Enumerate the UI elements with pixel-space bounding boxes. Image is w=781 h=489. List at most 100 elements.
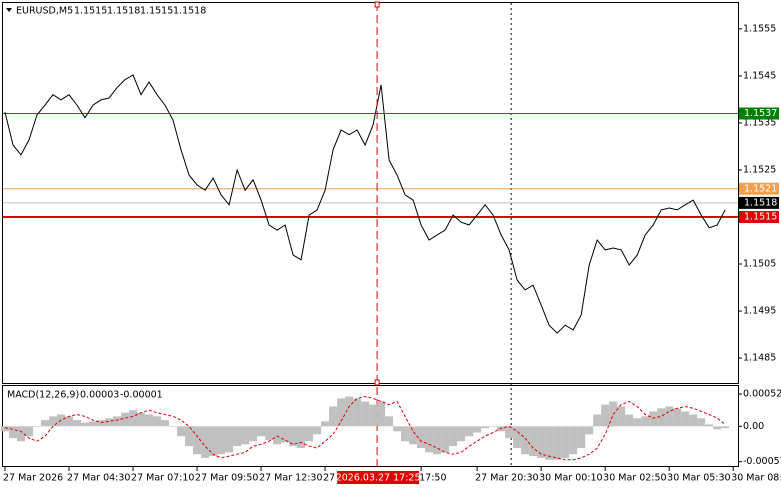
macd-bar xyxy=(633,418,642,427)
macd-bar xyxy=(201,426,210,458)
macd-bar xyxy=(137,412,146,427)
y-tick-label: -0.00057 xyxy=(743,456,781,467)
macd-bar xyxy=(81,422,90,427)
ohlc-value: 1.1515 xyxy=(140,6,173,17)
x-tick-label: 30 Mar 05:30 xyxy=(667,473,730,484)
macd-bar xyxy=(617,406,626,427)
menu-arrow[interactable] xyxy=(6,8,12,12)
x-tick-label: 27 Mar 20:30 xyxy=(475,473,538,484)
price-level-label: 1.1537 xyxy=(744,108,777,119)
macd-bar xyxy=(193,426,202,455)
macd-bar xyxy=(89,421,98,427)
macd-bar xyxy=(33,426,42,427)
x-tick-label: 27 Mar 07:10 xyxy=(131,473,194,484)
macd-bar xyxy=(513,426,522,449)
x-tick-label: 27 Mar 12:30 xyxy=(259,473,322,484)
macd-bar xyxy=(665,406,674,427)
ohlc-value: 1.1518 xyxy=(107,6,140,17)
macd-bar xyxy=(409,426,418,445)
crosshair-handle xyxy=(374,379,380,386)
macd-bar xyxy=(537,426,546,458)
macd-bar xyxy=(249,426,258,442)
macd-reading: 0.00003 xyxy=(80,390,119,401)
price-level-label: 1.1521 xyxy=(744,183,777,194)
macd-bar xyxy=(561,426,570,458)
macd-bar xyxy=(0,426,10,432)
macd-bar xyxy=(289,426,298,447)
macd-bar xyxy=(425,426,434,453)
macd-bar xyxy=(473,426,482,433)
x-tick-label: 27 Mar 04:30 xyxy=(67,473,130,484)
macd-bar xyxy=(705,424,714,427)
price-level-tag xyxy=(739,182,779,195)
ohlc-value: 1.1515 xyxy=(74,6,107,17)
macd-bar xyxy=(457,426,466,442)
macd-bar xyxy=(529,426,538,457)
macd-bar xyxy=(441,426,450,453)
macd-bar xyxy=(65,416,74,427)
macd-bar xyxy=(265,426,274,440)
macd-bar xyxy=(649,411,658,427)
macd-bar xyxy=(225,426,234,453)
x-tick-label: 27 Mar 09:50 xyxy=(195,473,258,484)
macd-bar xyxy=(681,411,690,427)
macd-bar xyxy=(105,418,114,427)
y-tick-label: 1.1505 xyxy=(743,259,776,270)
macd-bar xyxy=(393,426,402,432)
price-level-tag xyxy=(739,107,779,120)
macd-bar xyxy=(417,426,426,449)
y-tick-label: 1.1545 xyxy=(743,70,776,81)
y-tick-label: 1.1495 xyxy=(743,306,776,317)
macd-bar xyxy=(273,426,282,445)
macd-bar xyxy=(113,416,122,427)
macd-bar xyxy=(153,416,162,427)
macd-bar xyxy=(689,414,698,427)
signal-line xyxy=(4,395,726,461)
macd-bar xyxy=(545,426,554,460)
price-panel xyxy=(2,2,739,384)
price-line xyxy=(4,74,726,334)
macd-bar xyxy=(233,426,242,447)
macd-reading: -0.00001 xyxy=(120,390,163,401)
price-level-tag xyxy=(739,210,779,223)
macd-bar xyxy=(17,426,26,442)
macd-bar xyxy=(129,410,138,427)
macd-bar xyxy=(369,404,378,427)
x-tick-label: 27 xyxy=(323,473,335,484)
macd-bar xyxy=(601,404,610,427)
y-tick-label: 1.1525 xyxy=(743,164,776,175)
macd-bar xyxy=(697,418,706,427)
macd-bar xyxy=(161,420,170,427)
macd-bar xyxy=(641,416,650,427)
macd-bar xyxy=(505,426,514,439)
crosshair-handle xyxy=(374,1,380,8)
macd-bar xyxy=(353,398,362,427)
macd-bar xyxy=(489,426,498,427)
x-tick-label: 30 Mar 02:50 xyxy=(603,473,666,484)
macd-bar xyxy=(73,420,82,427)
macd-bar xyxy=(297,426,306,449)
crosshair-tag xyxy=(337,471,420,484)
x-tick-label: 27 Mar 2026 xyxy=(3,473,63,484)
macd-bar xyxy=(177,426,186,437)
macd-bar xyxy=(41,420,50,427)
symbol-title: EURUSD,M5 xyxy=(16,6,73,17)
macd-bar xyxy=(385,416,394,427)
macd-bar xyxy=(9,426,18,439)
macd-bar xyxy=(185,426,194,447)
macd-bar xyxy=(569,426,578,455)
price-level-label: 1.1515 xyxy=(744,211,777,222)
macd-bar xyxy=(145,414,154,427)
macd-bar xyxy=(713,426,722,430)
x-tick-label: 17:50 xyxy=(419,473,446,484)
macd-bar xyxy=(625,414,634,427)
macd-bar xyxy=(673,408,682,427)
macd-bar xyxy=(217,426,226,455)
price-level-tag xyxy=(739,196,779,209)
macd-bar xyxy=(521,426,530,455)
macd-bar xyxy=(305,426,314,442)
macd-bar xyxy=(281,426,290,443)
macd-bar xyxy=(577,426,586,449)
crosshair-label: 2026.03.27 17:25 xyxy=(336,473,421,484)
